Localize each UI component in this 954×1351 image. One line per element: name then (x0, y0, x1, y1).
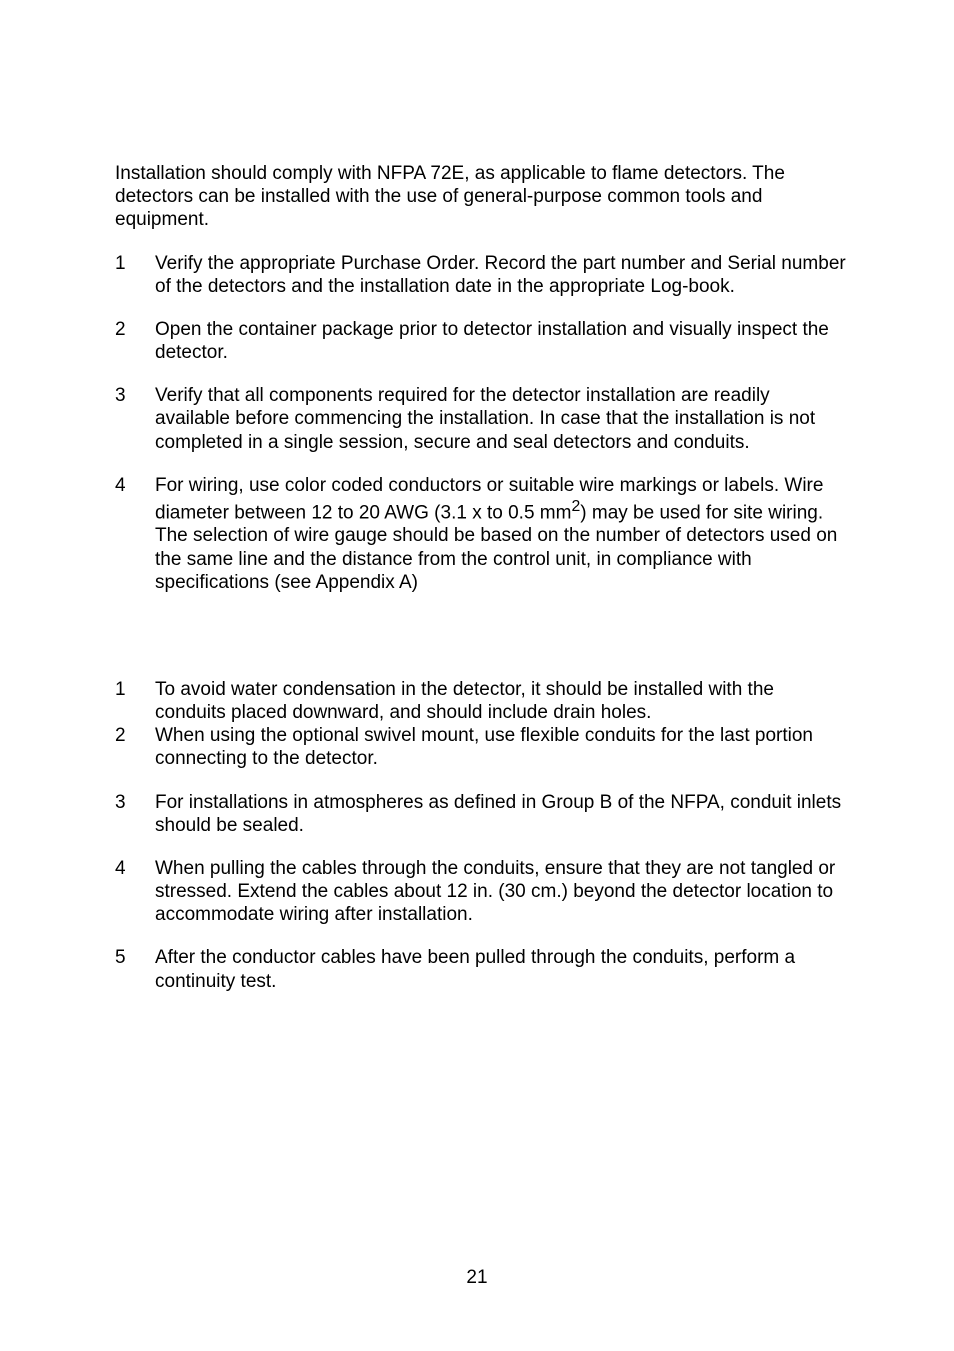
list-text: Verify the appropriate Purchase Order. R… (155, 252, 846, 298)
list-text: After the conductor cables have been pul… (155, 946, 846, 992)
list-number: 2 (115, 318, 155, 364)
list-text: Open the container package prior to dete… (155, 318, 846, 364)
list-number: 1 (115, 252, 155, 298)
list-b-item: 3 For installations in atmospheres as de… (115, 791, 846, 837)
list-a-item-4: 4 For wiring, use color coded conductors… (115, 474, 846, 594)
list-number: 3 (115, 384, 155, 454)
list-text: To avoid water condensation in the detec… (155, 678, 846, 724)
list-a-item: 3 Verify that all components required fo… (115, 384, 846, 454)
list-a: 1 Verify the appropriate Purchase Order.… (115, 252, 846, 594)
list-text: For installations in atmospheres as defi… (155, 791, 846, 837)
list-b-item: 5 After the conductor cables have been p… (115, 946, 846, 992)
list-number: 4 (115, 474, 155, 594)
list-text: Verify that all components required for … (155, 384, 846, 454)
list-b-item: 1 To avoid water condensation in the det… (115, 678, 846, 724)
list-text: For wiring, use color coded conductors o… (155, 474, 846, 594)
list-number: 2 (115, 724, 155, 770)
list-number: 4 (115, 857, 155, 927)
list-number: 1 (115, 678, 155, 724)
list-text: When using the optional swivel mount, us… (155, 724, 846, 770)
page-number: 21 (0, 1266, 954, 1289)
list-number: 3 (115, 791, 155, 837)
list-b-item: 2 When using the optional swivel mount, … (115, 724, 846, 770)
list-text: When pulling the cables through the cond… (155, 857, 846, 927)
intro-paragraph: Installation should comply with NFPA 72E… (115, 162, 846, 232)
list-a-item: 2 Open the container package prior to de… (115, 318, 846, 364)
list-number: 5 (115, 946, 155, 992)
item4-sup: 2 (571, 498, 580, 515)
list-a-item: 1 Verify the appropriate Purchase Order.… (115, 252, 846, 298)
list-b: 1 To avoid water condensation in the det… (115, 678, 846, 993)
section-gap (115, 614, 846, 678)
list-b-item: 4 When pulling the cables through the co… (115, 857, 846, 927)
